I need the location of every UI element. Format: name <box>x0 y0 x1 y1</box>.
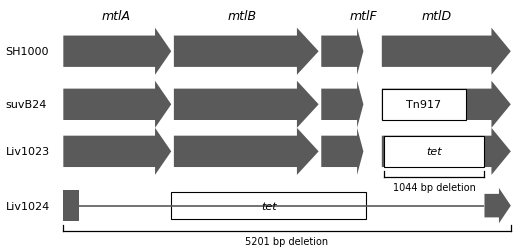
Text: 1044 bp deletion: 1044 bp deletion <box>393 182 476 192</box>
Polygon shape <box>63 128 171 175</box>
Bar <box>382 89 466 120</box>
Polygon shape <box>174 28 319 76</box>
Polygon shape <box>321 82 363 128</box>
Polygon shape <box>63 82 171 128</box>
Text: 5201 bp deletion: 5201 bp deletion <box>245 236 329 246</box>
Polygon shape <box>174 82 319 128</box>
Polygon shape <box>382 82 511 128</box>
Bar <box>171 192 366 219</box>
Polygon shape <box>321 128 363 175</box>
Bar <box>63 190 79 222</box>
Text: mtlF: mtlF <box>350 10 377 23</box>
Text: suvB24: suvB24 <box>5 100 47 110</box>
Text: SH1000: SH1000 <box>5 47 49 57</box>
Text: tet: tet <box>427 147 442 157</box>
Text: Liv1024: Liv1024 <box>5 201 49 211</box>
Polygon shape <box>382 128 511 175</box>
Text: mtlA: mtlA <box>102 10 130 23</box>
Polygon shape <box>382 28 511 76</box>
Polygon shape <box>485 188 511 224</box>
Polygon shape <box>63 28 171 76</box>
Text: mtlB: mtlB <box>228 10 257 23</box>
Text: Tn917: Tn917 <box>406 100 442 110</box>
Text: mtlD: mtlD <box>422 10 452 23</box>
Bar <box>385 136 485 167</box>
Polygon shape <box>321 28 363 76</box>
Polygon shape <box>174 128 319 175</box>
Text: Liv1023: Liv1023 <box>5 147 49 157</box>
Text: tet: tet <box>261 201 277 211</box>
